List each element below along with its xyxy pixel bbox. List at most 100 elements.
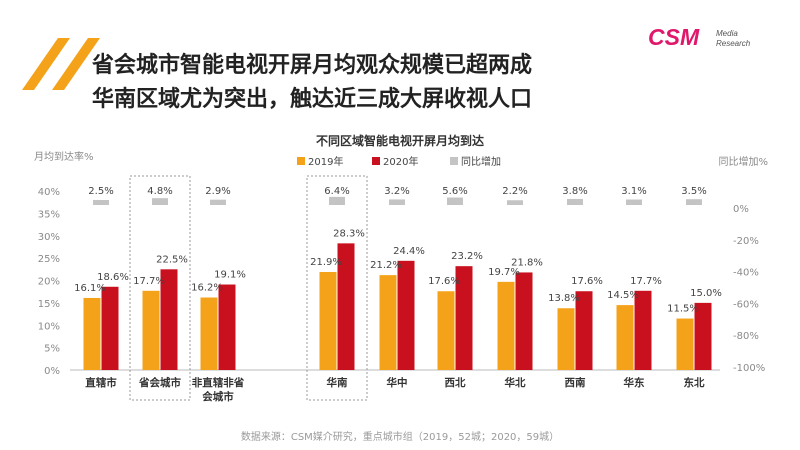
chart-title: 不同区域智能电视开屏月均到达 — [316, 133, 484, 148]
label-change: 2.5% — [88, 186, 113, 197]
label-2019: 13.8% — [548, 293, 580, 304]
change-marker — [329, 196, 345, 205]
bar-2019 — [319, 271, 337, 370]
change-marker — [447, 197, 463, 205]
label-change: 5.6% — [442, 186, 467, 197]
x-category-label: 直辖市 — [85, 376, 117, 389]
label-2020: 22.5% — [156, 254, 188, 265]
y2-axis-ticks: 0% -20% -40% -60% -80% -100% — [733, 204, 765, 374]
logo-line2: Research — [716, 39, 751, 48]
highlight-box — [129, 175, 191, 401]
change-marker — [626, 199, 642, 205]
bar-2020 — [397, 260, 415, 370]
logo-line1: Media — [716, 29, 738, 38]
label-2019: 17.6% — [428, 276, 460, 287]
label-2020: 18.6% — [97, 272, 129, 283]
y2-tick-label: 0% — [733, 204, 749, 215]
y2-tick-label: -60% — [733, 299, 759, 310]
label-change: 2.2% — [502, 186, 527, 197]
label-2019: 16.2% — [191, 283, 223, 294]
change-marker — [210, 199, 226, 205]
label-2020: 28.3% — [333, 228, 365, 239]
y-tick-label: 15% — [38, 299, 60, 310]
highlight-boxes — [129, 175, 368, 401]
label-2020: 24.4% — [393, 246, 425, 257]
y2-tick-label: -20% — [733, 236, 759, 247]
bar-2019 — [557, 308, 575, 370]
bar-2019 — [142, 290, 160, 370]
label-2019: 21.2% — [370, 260, 402, 271]
y-axis-title: 月均到达率% — [34, 150, 94, 163]
label-2020: 23.2% — [451, 251, 483, 262]
bar-2019 — [83, 297, 101, 370]
x-category-label: 省会城市 — [138, 376, 181, 389]
label-change: 4.8% — [147, 186, 172, 197]
label-2019: 19.7% — [488, 267, 520, 278]
label-2020: 19.1% — [214, 270, 246, 281]
accent-stripe-2 — [52, 38, 100, 90]
bar-2019 — [616, 305, 634, 370]
x-category-label: 华南 — [327, 376, 348, 389]
label-change: 3.2% — [384, 186, 409, 197]
x-category-label: 华东 — [624, 376, 645, 389]
change-marker — [389, 199, 405, 205]
y-axis-ticks: 0% 5% 10% 15% 20% 25% 30% 35% 40% — [38, 187, 60, 377]
source-note: 数据来源：CSM媒介研究，重点城市组（2019，52城；2020，59城） — [241, 430, 559, 443]
bar-2020 — [160, 269, 178, 370]
y-tick-label: 25% — [38, 254, 60, 265]
bar-2019 — [379, 275, 397, 370]
x-category-label: 华中 — [387, 376, 408, 389]
bar-2020 — [218, 284, 236, 370]
label-2019: 11.5% — [667, 304, 699, 315]
y-tick-label: 10% — [38, 321, 60, 332]
legend-swatch-2019 — [297, 157, 305, 165]
change-marker — [507, 200, 523, 205]
label-2019: 16.1% — [74, 283, 106, 294]
x-category-label: 会城市 — [202, 390, 234, 403]
change-marker — [686, 199, 702, 205]
highlight-box — [306, 175, 368, 401]
legend-label-change: 同比增加 — [461, 155, 501, 168]
y-tick-label: 5% — [44, 344, 60, 355]
legend-swatch-change — [450, 157, 458, 165]
x-category-label: 非直辖非省 — [192, 376, 245, 389]
legend-swatch-2020 — [372, 157, 380, 165]
label-2020: 15.0% — [690, 288, 722, 299]
bar-2019 — [200, 297, 218, 370]
csm-logo: CSM Media Research — [648, 24, 751, 50]
label-2019: 17.7% — [133, 276, 165, 287]
bar-2020 — [515, 272, 533, 370]
y-tick-label: 35% — [38, 209, 60, 220]
label-change: 3.8% — [562, 186, 587, 197]
label-change: 2.9% — [205, 186, 230, 197]
change-marker — [93, 200, 109, 205]
label-change: 3.5% — [681, 186, 706, 197]
labels-layer: 16.1%18.6% 2.5% 17.7% 22.5% 4.8% 16.2% 19.1% 2.… — [74, 186, 722, 315]
label-change: 3.1% — [621, 186, 646, 197]
logo-brand: CSM — [648, 24, 700, 50]
y-tick-label: 0% — [44, 366, 60, 377]
y2-tick-label: -40% — [733, 268, 759, 279]
y2-axis-title: 同比增加% — [718, 155, 768, 168]
change-marker — [152, 198, 168, 205]
headline-line2: 华南区域尤为突出，触达近三成大屏收视人口 — [92, 86, 532, 112]
label-2019: 14.5% — [607, 290, 639, 301]
headline-line1: 省会城市智能电视开屏月均观众规模已超两成 — [91, 52, 532, 78]
bar-2020 — [634, 290, 652, 370]
bars-layer — [83, 196, 712, 370]
bar-2020 — [337, 243, 355, 370]
y2-tick-label: -80% — [733, 331, 759, 342]
x-category-label: 西南 — [565, 376, 586, 389]
legend-label-2020: 2020年 — [383, 155, 418, 168]
label-change: 6.4% — [324, 186, 349, 197]
bar-2020 — [101, 286, 119, 370]
x-category-label: 华北 — [505, 376, 526, 389]
bar-2020 — [575, 291, 593, 370]
bar-2019 — [437, 291, 455, 370]
y-tick-label: 40% — [38, 187, 60, 198]
label-2019: 21.9% — [310, 257, 342, 268]
accent-stripe-1 — [22, 38, 70, 90]
x-category-label: 西北 — [445, 376, 466, 389]
